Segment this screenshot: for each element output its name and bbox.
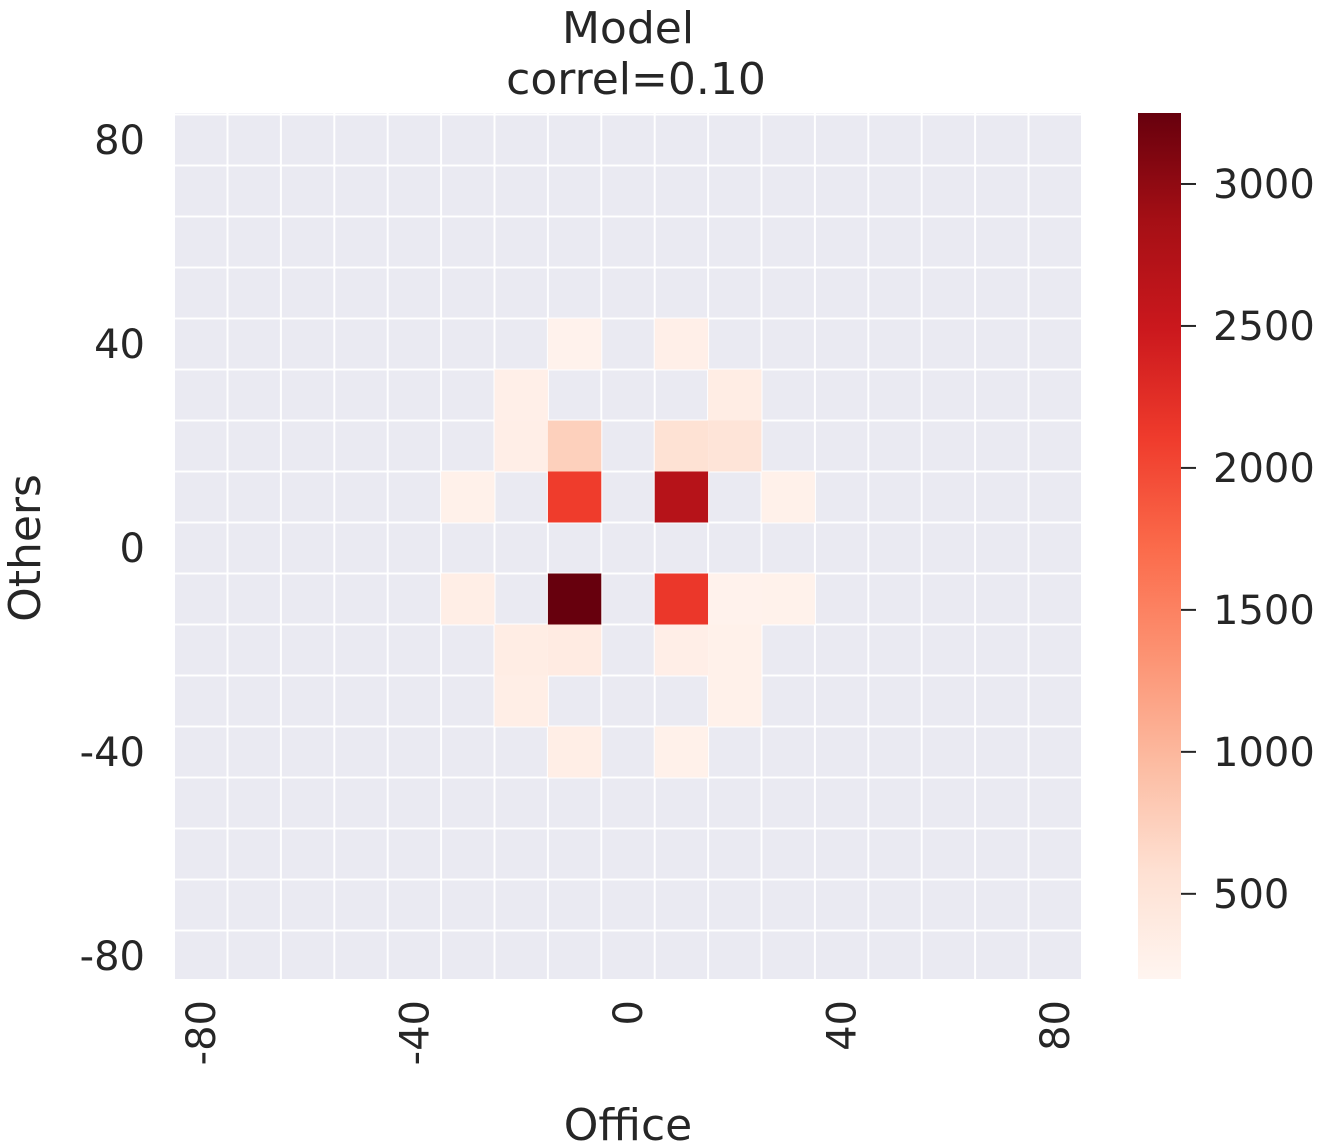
heatmap-cell: [654, 624, 709, 676]
y-tick-label: 40: [94, 322, 145, 368]
colorbar-tick-label: 500: [1213, 872, 1289, 918]
heatmap-cell: [708, 369, 762, 421]
grid-lines: [175, 113, 1081, 979]
heatmap-cell: [761, 471, 815, 523]
colorbar-tick-label: 1500: [1213, 588, 1315, 634]
y-axis-label: Others: [0, 474, 51, 622]
x-tick-labels: -80 -40 0 40 80: [179, 1000, 1079, 1065]
x-tick-label: -40: [392, 1000, 438, 1065]
heatmap-cell: [654, 573, 709, 625]
x-axis-label: Office: [564, 1100, 692, 1147]
heatmap-cell: [708, 573, 762, 625]
heatmap-cell: [708, 624, 762, 676]
heatmap-cell: [547, 318, 602, 370]
y-tick-label: 0: [120, 526, 145, 572]
heatmap-cell: [654, 318, 709, 370]
heatmap-cell: [441, 471, 495, 523]
colorbar-tick-label: 1000: [1213, 730, 1315, 776]
heatmap-cell: [654, 726, 709, 778]
colorbar-ticks: 500 1000 1500 2000 2500 3000: [1181, 162, 1315, 918]
heatmap-cell: [708, 675, 762, 727]
y-tick-label: 80: [94, 118, 145, 164]
heatmap-cell: [654, 471, 709, 523]
heatmap-cell: [547, 573, 602, 625]
heatmap-cell: [494, 369, 548, 421]
heatmap-cell: [547, 726, 602, 778]
colorbar-tick-label: 3000: [1213, 162, 1315, 208]
heatmap-cell: [441, 573, 495, 625]
heatmap-cell: [494, 420, 548, 472]
colorbar-tick-label: 2500: [1213, 304, 1315, 350]
heatmap-cell: [547, 624, 602, 676]
heatmap-cell: [494, 675, 548, 727]
heatmap-cell: [494, 624, 548, 676]
chart-subtitle: correl=0.10: [506, 54, 766, 105]
plot-area: [175, 113, 1081, 979]
heatmap-cell: [547, 420, 602, 472]
chart-title: Model: [562, 3, 694, 54]
x-tick-label: 80: [1033, 1000, 1079, 1051]
y-tick-labels: 80 40 0 -40 -80: [80, 118, 145, 980]
colorbar-tick-label: 2000: [1213, 446, 1315, 492]
x-tick-label: 40: [820, 1000, 866, 1051]
heatmap-cell: [708, 420, 762, 472]
x-tick-label: -80: [179, 1000, 225, 1065]
heatmap-cells: [441, 318, 815, 778]
colorbar: [1138, 113, 1181, 979]
heatmap-cell: [547, 471, 602, 523]
heatmap-cell: [761, 573, 815, 625]
x-tick-label: 0: [606, 1000, 652, 1025]
y-tick-label: -40: [80, 730, 145, 776]
heatmap-cell: [654, 420, 709, 472]
y-tick-label: -80: [80, 934, 145, 980]
